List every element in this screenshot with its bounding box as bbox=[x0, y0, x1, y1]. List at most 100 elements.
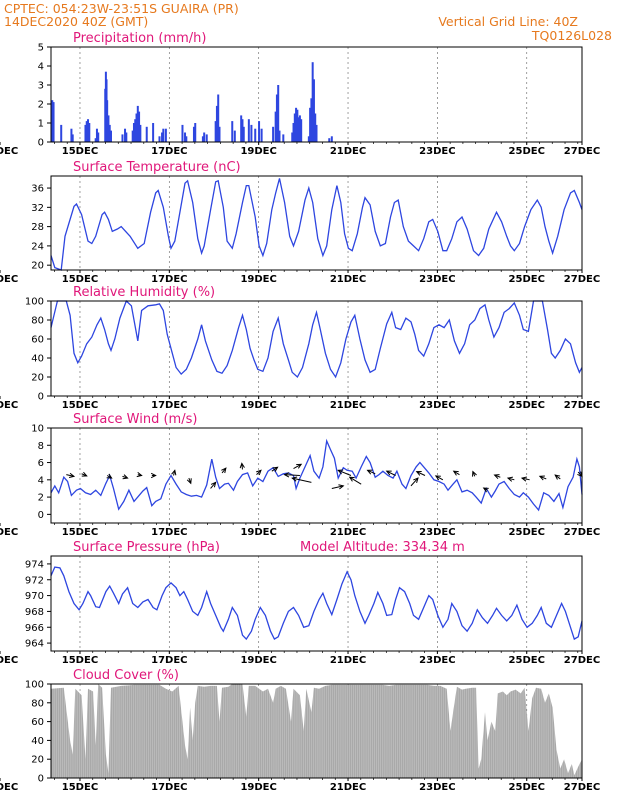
precip-bar bbox=[132, 123, 135, 142]
cloud-ytick-label: 0 bbox=[38, 774, 44, 785]
wind-xtick-label: 29DEC bbox=[0, 527, 18, 538]
wind-series-line bbox=[50, 438, 583, 512]
precip-bar bbox=[274, 111, 277, 142]
wind-arrow bbox=[538, 475, 547, 481]
temp-xtick-label: 25DEC bbox=[509, 274, 545, 285]
wind-xtick-label: 27DEC bbox=[564, 527, 600, 538]
wind-arrow bbox=[81, 471, 88, 477]
wind-ytick-label: 10 bbox=[31, 424, 44, 435]
cloud-ytick-label: 40 bbox=[31, 736, 44, 747]
precip-bar bbox=[250, 124, 253, 142]
precip-bar bbox=[145, 126, 148, 142]
pres-xtick-label: 25DEC bbox=[509, 655, 545, 666]
temp-xtick-label: 15DEC bbox=[62, 274, 98, 285]
precip-bar bbox=[192, 126, 195, 142]
pres-xtick-label: 19DEC bbox=[240, 655, 276, 666]
precip-bar bbox=[109, 130, 112, 142]
precip-bar bbox=[215, 105, 218, 142]
cloud-xtick-label: 29DEC bbox=[0, 782, 18, 793]
precip-bar bbox=[95, 128, 98, 142]
temp-xtick-label: 21DEC bbox=[330, 274, 366, 285]
precip-bar bbox=[125, 132, 128, 142]
precip-xtick-label: 27DEC bbox=[564, 146, 600, 157]
pres-xtick-label: 15DEC bbox=[62, 655, 98, 666]
pres-xtick-label: 23DEC bbox=[419, 655, 455, 666]
pres-series-line bbox=[50, 566, 583, 641]
cloud-panel: Cloud Cover (%) 0 20 40 60 80 100 15DEC 17DEC 19D… bbox=[0, 668, 600, 793]
precip-bar bbox=[240, 115, 243, 142]
precip-ytick-label: 3 bbox=[38, 81, 44, 92]
temp-ytick-label: 20 bbox=[31, 261, 44, 272]
wind-arrow bbox=[385, 470, 396, 476]
precip-bar bbox=[231, 121, 234, 142]
pres-ytick-label: 970 bbox=[25, 591, 44, 602]
precip-bar bbox=[330, 136, 333, 142]
rh-xtick-label: 29DEC bbox=[0, 400, 18, 411]
wind-arrow bbox=[256, 469, 262, 476]
precip-bar bbox=[136, 105, 139, 142]
precip-bar bbox=[307, 136, 310, 142]
pres-ytick-label: 964 bbox=[25, 639, 44, 650]
temp-ytick-label: 36 bbox=[31, 184, 44, 195]
rh-panel: Relative Humidity (%) 0 20 40 60 80 100 15DEC 17… bbox=[0, 285, 600, 411]
precip-ytick-label: 1 bbox=[38, 119, 44, 130]
precip-bar bbox=[152, 123, 155, 142]
precip-ytick-label: 5 bbox=[38, 43, 44, 54]
wind-arrow bbox=[554, 474, 561, 480]
precip-bar bbox=[217, 94, 220, 142]
wind-title: Surface Wind (m/s) bbox=[73, 412, 197, 427]
temp-xtick-label: 29DEC bbox=[0, 274, 18, 285]
precip-bar bbox=[300, 119, 303, 142]
wind-arrow bbox=[452, 470, 460, 476]
cloud-ytick-label: 60 bbox=[31, 717, 44, 728]
precip-bar bbox=[124, 128, 127, 142]
wind-xtick-label: 19DEC bbox=[240, 527, 276, 538]
wind-xtick-label: 25DEC bbox=[509, 527, 545, 538]
wind-frame bbox=[50, 427, 583, 524]
temp-ytick-label: 28 bbox=[31, 222, 44, 233]
precip-bar bbox=[184, 132, 187, 142]
pres-annotation: Model Altitude: 334.34 m bbox=[300, 540, 465, 555]
wind-arrow bbox=[136, 471, 143, 478]
precip-bar bbox=[85, 121, 88, 142]
rh-series-line bbox=[50, 299, 583, 379]
precip-bar bbox=[138, 111, 141, 142]
header-date: 14DEC2020 40Z (GMT) bbox=[4, 14, 148, 29]
precip-bar bbox=[275, 94, 278, 142]
wind-arrow bbox=[210, 481, 217, 489]
precip-ytick-label: 0 bbox=[38, 138, 44, 149]
precip-bar bbox=[312, 79, 315, 142]
precip-bar bbox=[310, 98, 313, 142]
cloud-ytick-label: 20 bbox=[31, 755, 44, 766]
pres-xtick-label: 29DEC bbox=[0, 655, 18, 666]
pres-xtick-label: 21DEC bbox=[330, 655, 366, 666]
pres-xtick-label: 17DEC bbox=[151, 655, 187, 666]
precip-bar bbox=[309, 107, 312, 142]
rh-ytick-label: 60 bbox=[31, 335, 44, 346]
rh-xtick-label: 27DEC bbox=[564, 400, 600, 411]
wind-ytick-label: 0 bbox=[38, 510, 44, 521]
precip-ytick-label: 2 bbox=[38, 100, 44, 111]
precip-xtick-label: 15DEC bbox=[62, 146, 98, 157]
precip-bar bbox=[293, 113, 296, 142]
precip-bar bbox=[121, 134, 124, 142]
cloud-frame bbox=[50, 683, 583, 779]
rh-title: Relative Humidity (%) bbox=[73, 285, 215, 300]
pres-ytick-label: 968 bbox=[25, 607, 44, 618]
pres-xtick-label: 27DEC bbox=[564, 655, 600, 666]
precip-bar bbox=[97, 132, 100, 142]
precip-xtick-label: 21DEC bbox=[330, 146, 366, 157]
wind-arrow bbox=[106, 473, 113, 479]
wind-xtick-label: 21DEC bbox=[330, 527, 366, 538]
wind-xtick-label: 15DEC bbox=[62, 527, 98, 538]
cloud-xtick-label: 21DEC bbox=[330, 782, 366, 793]
cloud-xtick-label: 15DEC bbox=[62, 782, 98, 793]
cloud-area bbox=[51, 684, 582, 778]
wind-ytick-label: 8 bbox=[38, 441, 44, 452]
precip-title: Precipitation (mm/h) bbox=[73, 31, 206, 46]
wind-arrow bbox=[171, 469, 177, 476]
precip-bar bbox=[296, 109, 299, 142]
wind-arrow bbox=[293, 463, 303, 470]
precip-xtick-label: 23DEC bbox=[419, 146, 455, 157]
precip-bar bbox=[106, 100, 109, 142]
